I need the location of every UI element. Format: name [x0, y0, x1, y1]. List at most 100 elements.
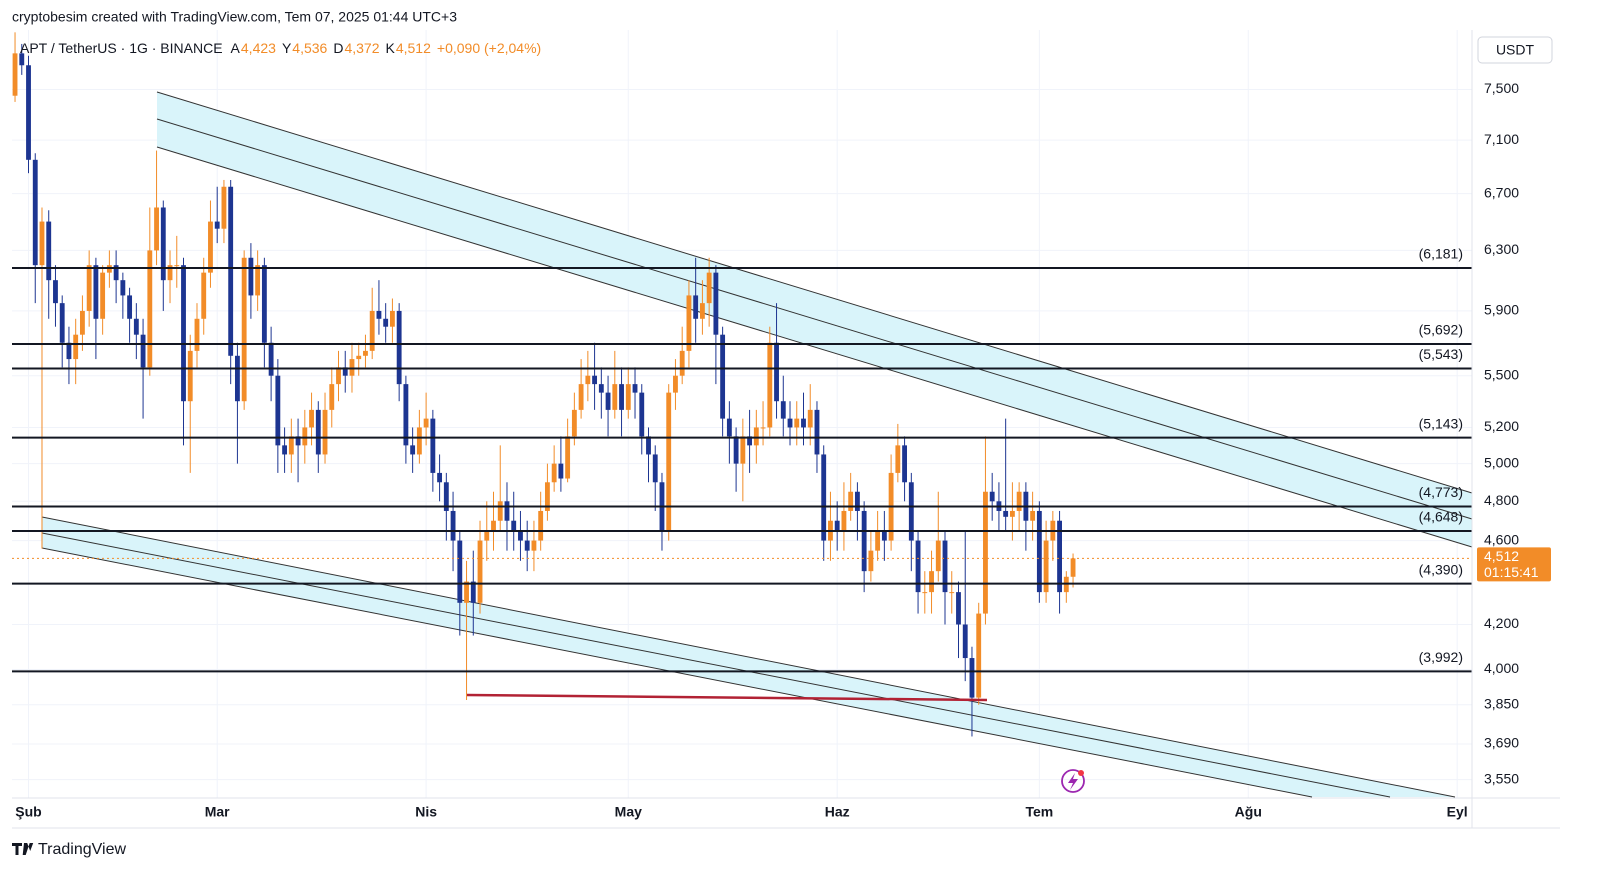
candle-body [747, 436, 753, 446]
y-tick-label: 3,850 [1484, 695, 1519, 711]
ohlc-value: 4,423 [240, 40, 276, 56]
candle-body [652, 454, 658, 483]
channel-line [156, 146, 1473, 548]
candle-body [922, 592, 928, 594]
support-line [466, 693, 988, 702]
candle-body [248, 257, 254, 296]
candle-body [942, 540, 948, 593]
currency-box[interactable] [1477, 36, 1553, 64]
y-tick-label: 6,700 [1484, 184, 1519, 200]
x-tick-label: Ağu [1235, 804, 1262, 820]
level-label: (5,692) [1419, 322, 1463, 338]
candle-body [376, 310, 382, 319]
candle-body [673, 375, 678, 393]
candle-body [261, 265, 267, 343]
brand-name: TradingView [38, 841, 126, 858]
y-tick-label: 4,800 [1484, 492, 1519, 508]
candle-body [875, 530, 881, 551]
candle-body [544, 482, 550, 511]
y-tick-label: 7,500 [1484, 80, 1519, 96]
candle-body [336, 367, 341, 385]
candle-body [39, 221, 45, 266]
candle-body [79, 310, 85, 335]
icon-ring [1061, 769, 1085, 793]
candle-body [1036, 510, 1042, 593]
candle-body [565, 436, 571, 479]
brand-logo [12, 843, 34, 855]
candle-body [632, 384, 638, 393]
x-tick-label: Eyl [1447, 804, 1468, 820]
candle-body [693, 295, 699, 319]
author-line: cryptobesim created with TradingView.com… [12, 9, 457, 25]
candle-body [234, 355, 240, 402]
candle-body [854, 491, 860, 511]
candle-body [221, 186, 227, 229]
candle-body [423, 418, 429, 428]
candle-body [363, 350, 368, 356]
candle-body [821, 454, 827, 541]
candle-body [578, 384, 584, 410]
y-tick-label: 3,690 [1484, 735, 1519, 751]
y-tick-label: 5,500 [1484, 366, 1519, 382]
candle-body [1016, 491, 1022, 511]
candle-body [342, 367, 348, 376]
candle-body [430, 418, 436, 473]
candle-body [477, 540, 483, 603]
level-label: (5,143) [1419, 415, 1463, 431]
candle-body [881, 530, 887, 541]
x-tick-label: Tem [1025, 804, 1053, 820]
candle-body [929, 571, 934, 593]
candle-body [464, 581, 469, 603]
x-tick-label: Şub [15, 804, 41, 820]
candle-body [93, 265, 99, 319]
candle-body [794, 418, 800, 428]
candle-body [160, 207, 166, 281]
level-label: (4,773) [1419, 484, 1463, 500]
candle-body [753, 427, 759, 446]
candle-body [551, 463, 557, 483]
candle-body [848, 491, 854, 511]
candle-body [1009, 510, 1015, 517]
candle-body [619, 384, 624, 410]
candle-body [208, 221, 213, 273]
candle-body [814, 409, 820, 455]
candle-body [46, 221, 52, 281]
level-label: (4,648) [1419, 509, 1463, 525]
icon-bolt [1068, 773, 1078, 790]
ohlc-key: Y [281, 40, 292, 56]
y-tick-label: 5,200 [1484, 418, 1519, 434]
y-tick-label: 7,100 [1484, 131, 1519, 147]
candle-body [895, 445, 901, 473]
candle-body [19, 53, 25, 66]
candle-body [706, 272, 712, 304]
x-tick-label: Haz [825, 804, 850, 820]
candle-body [908, 482, 914, 541]
candle-body [780, 401, 786, 419]
candle-body [787, 418, 793, 428]
candle-body [66, 342, 72, 360]
candle-body [497, 501, 503, 521]
candle-body [127, 295, 133, 319]
currency[interactable]: USDT [1496, 42, 1535, 58]
y-tick-label: 4,200 [1484, 615, 1519, 631]
candle-body [1030, 510, 1036, 521]
candle-body [598, 384, 604, 393]
candle-body [32, 159, 38, 266]
legend: APT / TetherUS · 1G · BINANCE A4,423 Y4,53… [20, 40, 547, 56]
candle-body [356, 355, 362, 360]
candle-body [861, 510, 867, 572]
candle-body [1003, 510, 1009, 517]
candle-body [140, 334, 146, 368]
candle-body [268, 342, 274, 376]
candle-body [410, 445, 416, 455]
candle-body [154, 207, 159, 251]
candle-body [807, 409, 813, 428]
candle-body [282, 445, 288, 455]
candle-body [538, 510, 544, 541]
candle-body [416, 427, 422, 455]
candle-body [1057, 520, 1063, 593]
candle-body [699, 303, 705, 319]
candle-body [760, 427, 766, 429]
candle-body [720, 334, 726, 419]
